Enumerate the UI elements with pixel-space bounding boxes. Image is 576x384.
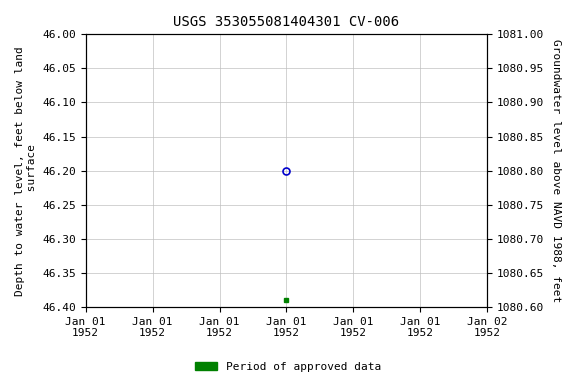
Title: USGS 353055081404301 CV-006: USGS 353055081404301 CV-006 — [173, 15, 400, 29]
Y-axis label: Depth to water level, feet below land
 surface: Depth to water level, feet below land su… — [15, 46, 37, 296]
Legend: Period of approved data: Period of approved data — [191, 358, 385, 377]
Y-axis label: Groundwater level above NAVD 1988, feet: Groundwater level above NAVD 1988, feet — [551, 39, 561, 302]
